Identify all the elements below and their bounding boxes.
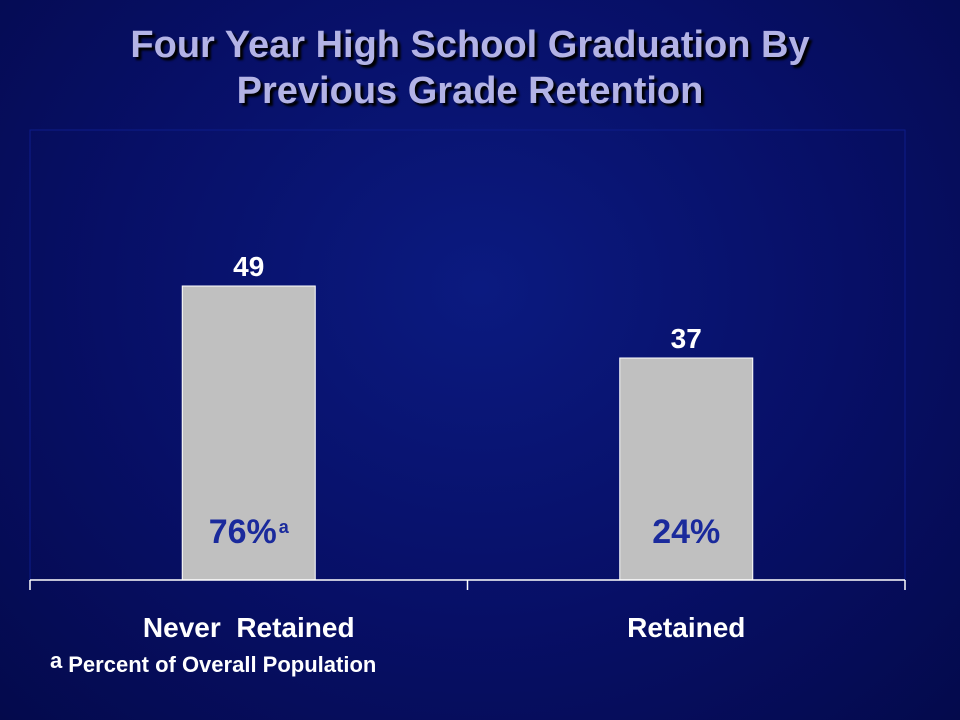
- footnote-marker: a: [50, 648, 63, 673]
- plot-area-frame: [29, 129, 906, 581]
- share-label-superscript: a: [279, 517, 290, 537]
- footnote-text: Percent of Overall Population: [68, 652, 377, 677]
- chart-title: Four Year High School Graduation By Prev…: [0, 22, 940, 114]
- chart-title-line-1: Four Year High School Graduation By: [130, 24, 810, 66]
- chart-title-line-2: Previous Grade Retention: [236, 70, 704, 112]
- share-label-2: 24%: [652, 513, 720, 551]
- value-label-2: 37: [671, 323, 702, 354]
- share-label-1: 76% a: [209, 513, 290, 551]
- bar-1: [181, 285, 316, 581]
- value-label-1: 49: [233, 251, 264, 282]
- bar-2: [619, 357, 754, 581]
- x-tick-label-2: Retained: [627, 612, 745, 643]
- x-tick-label-1: Never Retained: [143, 612, 355, 643]
- footnote: a Percent of Overall Population: [50, 648, 377, 678]
